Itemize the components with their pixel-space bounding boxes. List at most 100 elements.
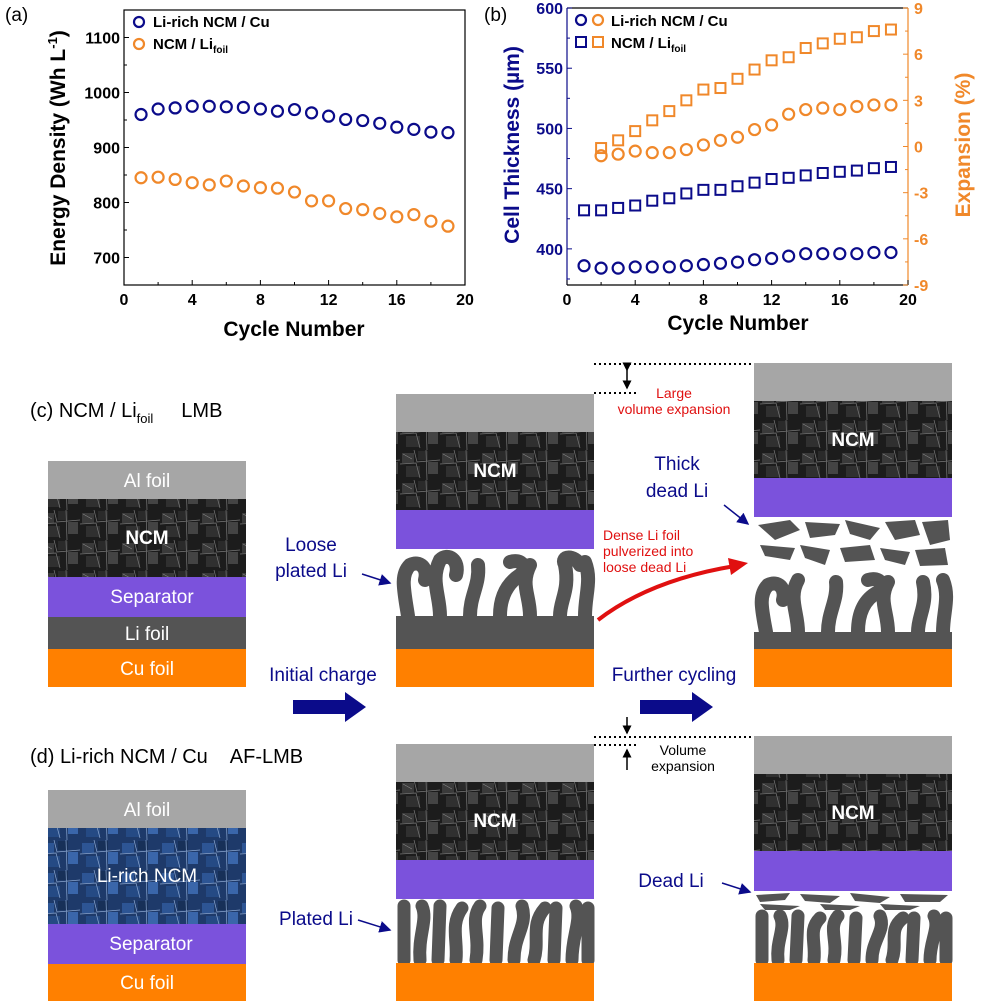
y-tick-label: -3: [914, 186, 928, 203]
legend-a: Li-rich NCM / Cu NCM / Lifoil: [132, 14, 270, 56]
chart-a-energy-density: (a) 0 4 8 12 16 20 700 800 900 1000 1100 Cycle Nu…: [5, 5, 474, 341]
data-point-series-3: [833, 32, 846, 45]
layer-label-ncm: NCM: [473, 461, 516, 482]
data-point-series-0: [713, 256, 728, 270]
data-point-series-1: [748, 176, 761, 189]
data-point-series-0: [322, 109, 336, 123]
data-points-b: [577, 23, 898, 275]
y-tick-label: 400: [536, 242, 563, 259]
data-point-series-0: [356, 113, 370, 128]
legend-marker-li-rich-thickness: [574, 13, 588, 27]
annotation-loose-plated-li: Loose: [285, 535, 337, 556]
data-point-series-3: [782, 51, 795, 64]
process-arrow-icon: [640, 692, 713, 722]
stack-d-cycled: NCM: [754, 736, 953, 1001]
y-tick-label: 1000: [84, 86, 120, 103]
data-point-series-0: [270, 104, 285, 118]
data-point-series-1: [612, 201, 625, 214]
layer-label-li-foil: Li foil: [125, 624, 169, 645]
data-point-series-1: [322, 194, 336, 208]
annotation-thick-dead-li-line2: dead Li: [646, 481, 708, 502]
y-axis-ticks-b: 400 450 500 550 600: [536, 1, 572, 280]
stack-c-charged: NCM: [396, 394, 596, 687]
data-point-series-2: [850, 99, 864, 114]
data-point-series-1: [219, 174, 233, 188]
data-point-series-1: [236, 179, 250, 193]
data-point-series-0: [577, 259, 591, 273]
data-point-series-0: [884, 245, 898, 260]
data-point-series-1: [390, 210, 404, 224]
data-point-series-1: [833, 165, 846, 178]
data-point-series-1: [578, 204, 591, 217]
data-point-series-2: [662, 146, 676, 160]
label-further-cycling: Further cycling: [612, 665, 737, 686]
schematic-c: (c) NCM / Lifoil LMB Al foil NCM Separato…: [30, 362, 954, 722]
data-point-series-0: [151, 102, 165, 116]
data-point-series-1: [185, 176, 199, 190]
legend-label-ncm-lifoil-b: NCM / Lifoil: [611, 35, 686, 55]
data-point-series-0: [304, 106, 319, 120]
legend-b: Li-rich NCM / Cu NCM / Lifoil: [574, 13, 728, 55]
data-point-series-0: [730, 255, 745, 269]
data-point-series-1: [680, 187, 693, 200]
legend-marker-ncm-expansion: [592, 36, 604, 48]
data-point-series-0: [833, 247, 847, 261]
data-point-series-3: [867, 25, 880, 38]
data-point-series-1: [373, 206, 387, 221]
data-point-series-2: [730, 130, 745, 144]
y-tick-label: 550: [536, 61, 563, 78]
x-axis-label-b: Cycle Number: [667, 312, 808, 335]
data-point-series-3: [731, 72, 744, 85]
layer-label-ncm: NCM: [831, 803, 874, 824]
data-point-series-0: [373, 116, 387, 130]
x-tick-label: 8: [256, 292, 265, 309]
right-axis-label-b: Expansion (%): [952, 73, 975, 218]
y-tick-label: 450: [536, 182, 563, 199]
x-tick-label: 12: [763, 292, 781, 309]
data-point-series-1: [304, 194, 319, 208]
data-point-series-0: [253, 102, 267, 116]
data-point-series-1: [202, 178, 216, 192]
data-point-series-0: [407, 122, 421, 136]
y-tick-label: 1100: [85, 31, 120, 48]
data-point-series-2: [799, 102, 813, 117]
data-point-series-1: [867, 162, 880, 175]
legend-marker-li-rich-expansion: [591, 13, 605, 27]
data-point-series-0: [850, 247, 864, 261]
annotation-loose-plated-li-line2: plated Li: [275, 561, 347, 582]
data-point-series-2: [816, 101, 830, 115]
data-point-series-3: [765, 54, 778, 67]
layer-label-ncm: NCM: [831, 430, 874, 451]
data-point-series-0: [441, 126, 455, 140]
data-point-series-0: [219, 100, 233, 114]
y-axis-ticks-a: 700 800 900 1000 1100: [84, 9, 129, 286]
data-point-series-1: [270, 181, 285, 195]
thick-dead-li-fragments: [758, 520, 950, 566]
data-point-series-2: [679, 142, 693, 157]
data-point-series-2: [611, 147, 625, 161]
data-point-series-2: [645, 146, 659, 160]
stack-d-initial: Al foil Li-rich NCM Separator Cu foil: [48, 790, 246, 1001]
annotation-volume-expansion-line2: expansion: [651, 758, 715, 774]
data-point-series-3: [646, 114, 659, 127]
data-point-series-3: [748, 63, 761, 76]
layer-label-ncm: NCM: [473, 811, 516, 832]
data-point-series-2: [782, 107, 796, 121]
label-initial-charge: Initial charge: [269, 665, 377, 686]
layer-label-ncm: NCM: [125, 528, 168, 549]
layer-label-al-foil: Al foil: [124, 471, 170, 492]
data-point-series-0: [168, 101, 182, 115]
y-tick-label: 900: [93, 141, 120, 158]
data-point-series-2: [833, 102, 847, 117]
data-point-series-3: [816, 37, 829, 50]
data-point-series-1: [646, 194, 659, 207]
data-point-series-2: [594, 149, 608, 163]
layer-label-separator: Separator: [109, 934, 193, 955]
layer-ncm: [48, 499, 246, 577]
x-tick-label: 8: [699, 292, 708, 309]
layer-label-li-rich-ncm: Li-rich NCM: [97, 866, 197, 887]
schematic-d: (d) Li-rich NCM / Cu AF-LMB Al foil Li-ri…: [30, 717, 953, 1001]
data-point-series-0: [645, 260, 659, 274]
layer-li-foil: [48, 617, 246, 649]
